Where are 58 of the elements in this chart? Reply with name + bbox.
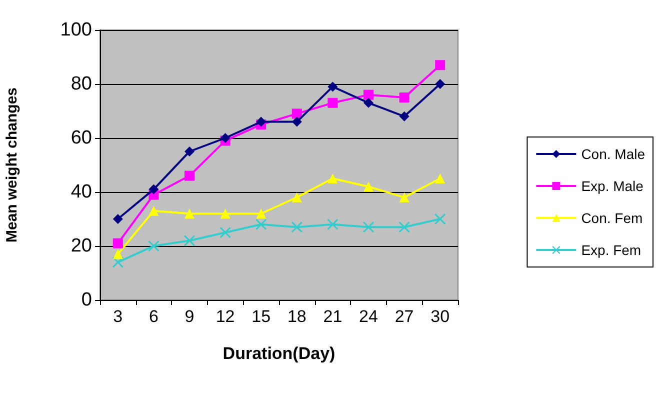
point (256, 116, 266, 127)
y-tick-label: 100 (60, 20, 92, 40)
x-axis-title: Duration(Day) (222, 344, 336, 363)
point (327, 218, 338, 230)
point (399, 111, 410, 122)
point (184, 235, 195, 246)
x-tick-label: 27 (394, 307, 414, 326)
point (399, 92, 410, 102)
x-tick-label: 21 (323, 307, 342, 326)
point (184, 170, 194, 181)
point (148, 184, 159, 194)
point (399, 192, 410, 202)
point (434, 214, 446, 224)
y-tick-label: 60 (70, 128, 92, 148)
point (291, 222, 302, 233)
point (398, 222, 410, 233)
point (184, 146, 194, 156)
legend-label: Con. Male (581, 146, 646, 162)
point (292, 192, 302, 202)
x-tick-label: 3 (113, 307, 123, 326)
y-tick-label: 40 (70, 182, 92, 202)
point (292, 116, 302, 127)
y-axis-title: Mean weight changes (4, 87, 20, 243)
point (328, 82, 338, 92)
point (112, 238, 123, 248)
point (148, 206, 159, 216)
x-tick-label: 12 (216, 307, 235, 326)
point (220, 227, 231, 238)
y-tick-label: 20 (70, 236, 92, 256)
point (148, 240, 160, 252)
point (292, 108, 302, 119)
point (220, 208, 230, 219)
point (112, 214, 123, 224)
x-tick-label: 24 (359, 307, 378, 326)
x-tick-label: 18 (287, 307, 306, 326)
point (328, 98, 338, 108)
point (364, 182, 374, 192)
point (364, 90, 374, 100)
point (435, 79, 446, 89)
point (363, 222, 374, 233)
y-tick-label: 0 (81, 290, 92, 310)
y-tick-label: 80 (70, 74, 92, 94)
point (256, 218, 267, 230)
point (256, 208, 266, 219)
x-tick-label: 30 (430, 307, 450, 326)
x-tick-label: 15 (252, 307, 271, 326)
point (220, 133, 230, 143)
point (364, 98, 374, 108)
point (112, 249, 123, 260)
legend-label: Con. Fem (581, 210, 643, 226)
legend-label: Exp. Male (581, 178, 644, 194)
legend-label: Exp. Fem (581, 242, 642, 258)
x-tick-label: 6 (148, 307, 158, 326)
point (435, 174, 446, 184)
x-tick-label: 9 (184, 307, 194, 326)
point (184, 208, 194, 219)
point (435, 60, 446, 70)
point (328, 174, 338, 184)
